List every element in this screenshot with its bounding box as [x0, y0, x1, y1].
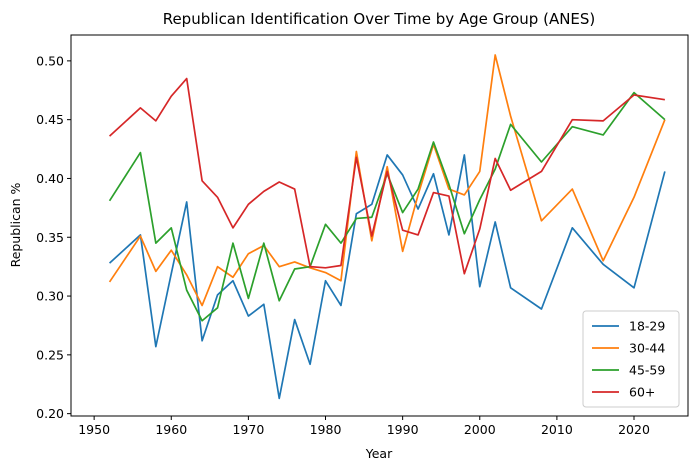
plot-area [108, 54, 666, 400]
series-line-45-59 [108, 91, 666, 322]
y-axis: 0.20 0.25 0.30 0.35 0.40 0.45 0.50 [36, 53, 71, 421]
x-tick-label: 2010 [541, 422, 573, 437]
x-tick-label: 2020 [618, 422, 650, 437]
y-tick-label: 0.20 [36, 406, 64, 421]
x-tick-label: 1960 [155, 422, 187, 437]
x-tick-label: 1990 [387, 422, 419, 437]
x-axis-label: Year [365, 446, 393, 461]
series-line-60+ [108, 77, 665, 275]
y-tick-label: 0.35 [36, 230, 64, 245]
x-tick-label: 1970 [232, 422, 264, 437]
x-axis: 1950 1960 1970 1980 1990 2000 2010 2020 [78, 416, 650, 437]
series-line-18-29 [108, 154, 666, 400]
x-tick-label: 2000 [464, 422, 496, 437]
y-tick-label: 0.30 [36, 289, 64, 304]
legend-label-18-29: 18-29 [629, 319, 665, 334]
x-tick-label: 1980 [310, 422, 342, 437]
y-tick-label: 0.50 [36, 53, 64, 68]
y-tick-label: 0.40 [36, 171, 64, 186]
legend-label-45-59: 45-59 [629, 363, 665, 378]
y-axis-label: Republican % [8, 182, 23, 267]
x-tick-label: 1950 [78, 422, 110, 437]
series-line-30-44 [108, 54, 666, 307]
y-tick-label: 0.45 [36, 112, 64, 127]
legend-label-60+: 60+ [629, 385, 655, 400]
y-tick-label: 0.25 [36, 347, 64, 362]
legend-label-30-44: 30-44 [629, 341, 665, 356]
plot-frame [70, 34, 689, 417]
legend-box [582, 310, 680, 408]
chart-title: Republican Identification Over Time by A… [163, 10, 596, 28]
legend: 18-29 30-44 45-59 60+ [582, 310, 680, 408]
